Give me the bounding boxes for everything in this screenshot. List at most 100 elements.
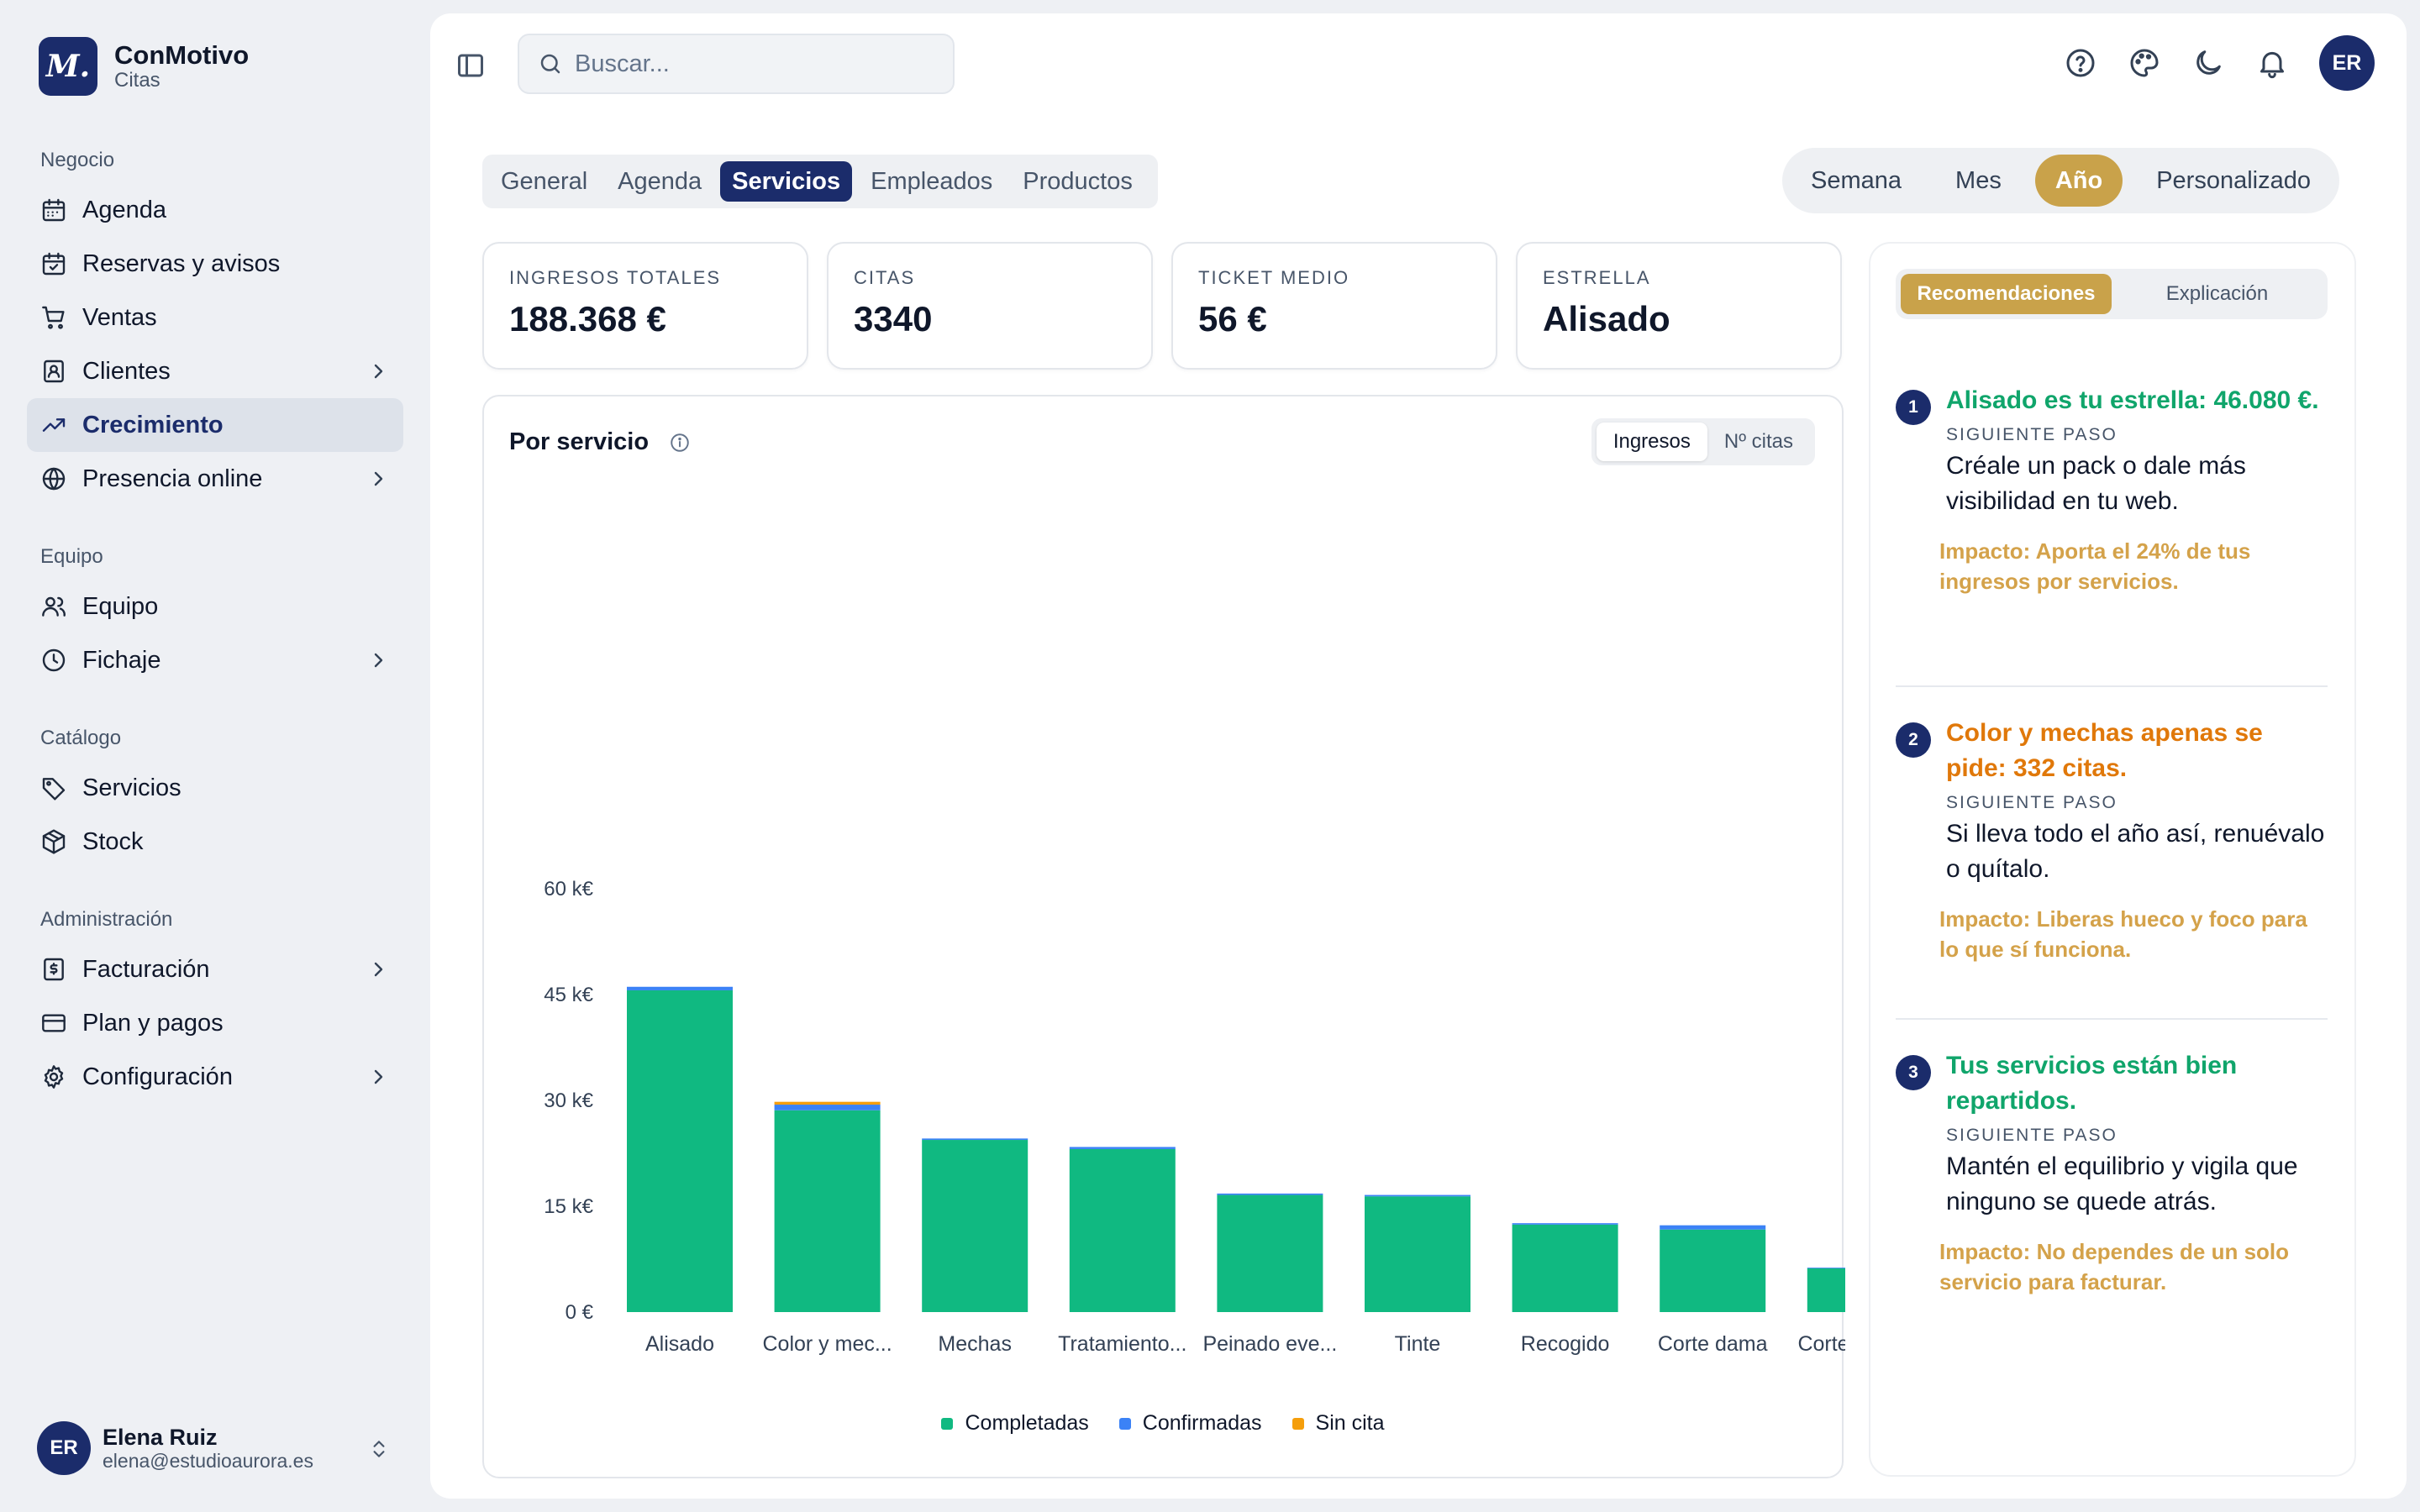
nav-section: Catálogo Servicios Stock — [27, 716, 403, 869]
main-panel: ER General Agenda Servicios Empleados Produc… — [430, 13, 2407, 1499]
tab-agenda[interactable]: Agenda — [618, 168, 702, 195]
metric-option[interactable]: Ingresos — [1596, 423, 1707, 461]
next-step-label: SIGUIENTE PASO — [1946, 1126, 2118, 1145]
sidebar-item-label: Plan y pagos — [82, 1009, 224, 1037]
sidebar-item-fichaje[interactable]: Fichaje — [27, 633, 403, 687]
tab-productos[interactable]: Productos — [1023, 168, 1133, 195]
legend-label: Completadas — [965, 1411, 1089, 1435]
sidebar-item-crecimiento[interactable]: Crecimiento — [27, 398, 403, 452]
sidebar-item-agenda[interactable]: Agenda — [27, 183, 403, 237]
brand-name: ConMotivo — [114, 40, 250, 70]
bar-segment-completadas[interactable] — [627, 990, 733, 1312]
tab-empleados[interactable]: Empleados — [871, 168, 993, 195]
brand-logo: M. — [39, 37, 97, 96]
bar-segment-completadas[interactable] — [1660, 1229, 1766, 1312]
x-tick-label: Mechas — [938, 1332, 1012, 1356]
header-avatar[interactable]: ER — [2319, 35, 2375, 91]
metric-option[interactable]: Nº citas — [1723, 430, 1793, 453]
reco-tab[interactable]: Explicación — [2165, 282, 2269, 305]
bar-segment-confirmadas[interactable] — [1217, 1193, 1323, 1195]
sidebar-item-clientes[interactable]: Clientes — [27, 344, 403, 398]
x-tick-label: Corte cabal... — [1797, 1332, 1845, 1356]
sidebar-item-presencia-online[interactable]: Presencia online — [27, 452, 403, 506]
chart-title-text: Por servicio — [509, 428, 650, 455]
bar-segment-completadas[interactable] — [774, 1110, 881, 1312]
reco-tab[interactable]: Recomendaciones — [1901, 274, 2112, 314]
legend-item[interactable]: Completadas — [941, 1411, 1089, 1436]
recommendation-title: Alisado es tu estrella: 46.080 €. — [1946, 386, 2319, 414]
brand[interactable]: M. ConMotivo Citas — [39, 37, 249, 96]
bell-icon[interactable] — [2255, 46, 2289, 80]
moon-icon[interactable] — [2191, 46, 2225, 80]
kpi-card: TICKET MEDIO 56 € — [1171, 242, 1497, 370]
legend-item[interactable]: Confirmadas — [1118, 1411, 1262, 1436]
bar-segment-confirmadas[interactable] — [774, 1105, 881, 1110]
period-option[interactable]: Mes — [1955, 167, 2002, 194]
sidebar-item-ventas[interactable]: Ventas — [27, 291, 403, 344]
brand-subtitle: Citas — [114, 69, 160, 92]
reco-tabs: Recomendaciones Explicación — [1896, 269, 2328, 319]
period-option[interactable]: Personalizado — [2156, 167, 2311, 194]
nav-section: Equipo Equipo Fichaje — [27, 534, 403, 687]
sidebar-item-reservas-y-avisos[interactable]: Reservas y avisos — [27, 237, 403, 291]
bar-segment-confirmadas[interactable] — [1660, 1225, 1766, 1230]
box-icon — [42, 829, 66, 854]
recommendation-number: 2 — [1896, 722, 1931, 758]
bar-segment-completadas[interactable] — [1807, 1268, 1845, 1312]
bar-segment-completadas[interactable] — [1069, 1148, 1176, 1312]
period-option[interactable]: Año — [2034, 155, 2123, 207]
help-icon[interactable] — [2064, 46, 2097, 80]
chevron-right-icon — [374, 364, 383, 379]
bar-segment-confirmadas[interactable] — [1365, 1194, 1470, 1197]
x-tick-label: Alisado — [645, 1332, 714, 1356]
period-selector: Semana Mes Año Personalizado — [1782, 148, 2339, 213]
recommendation-number: 1 — [1896, 390, 1931, 425]
palette-icon[interactable] — [2128, 46, 2161, 80]
recommendation: 3 Tus servicios están bien repartidos. SIG… — [1896, 1048, 2328, 1297]
info-icon[interactable] — [669, 432, 691, 454]
sidebar-item-facturacion[interactable]: Facturación — [27, 942, 403, 996]
bar-segment-completadas[interactable] — [1365, 1196, 1470, 1312]
sidebar-item-configuracion[interactable]: Configuración — [27, 1050, 403, 1104]
kpi-row: INGRESOS TOTALES 188.368 € CITAS 3340 TICKET… — [482, 242, 1860, 370]
sidebar-item-servicios[interactable]: Servicios — [27, 761, 403, 815]
user-name: Elena Ruiz — [103, 1425, 218, 1450]
user-menu[interactable]: ER Elena Ruiz elena@estudioaurora.es — [37, 1420, 398, 1477]
search-input[interactable] — [575, 50, 928, 78]
tag-icon — [42, 778, 66, 801]
sidebar-toggle-icon[interactable] — [455, 50, 486, 81]
nav-section-heading: Administración — [40, 908, 173, 931]
bar-segment-completadas[interactable] — [1217, 1194, 1323, 1312]
y-tick-label: 30 k€ — [544, 1089, 593, 1112]
search-icon — [540, 54, 560, 74]
tab-servicios[interactable]: Servicios — [720, 161, 853, 202]
impact-text: Impacto: No dependes de un solo servicio… — [1939, 1239, 2290, 1294]
tab-general[interactable]: General — [501, 168, 588, 195]
nav-section-heading: Negocio — [40, 149, 115, 171]
bar-segment-completadas[interactable] — [922, 1140, 1028, 1312]
recommendation: 1 Alisado es tu estrella: 46.080 €. SIGUIE… — [1896, 383, 2328, 596]
clock-icon — [42, 648, 66, 672]
bar-segment-confirmadas[interactable] — [1512, 1223, 1618, 1225]
sidebar-item-label: Fichaje — [82, 646, 161, 674]
bar-segment-confirmadas[interactable] — [922, 1138, 1028, 1141]
bar-segment-completadas[interactable] — [1512, 1224, 1618, 1312]
legend-item[interactable]: Sin cita — [1292, 1411, 1385, 1436]
search-box[interactable] — [518, 34, 955, 94]
chevrons-up-down-icon — [373, 1441, 385, 1457]
sidebar-item-label: Ventas — [82, 303, 157, 331]
trending-up-icon — [42, 418, 66, 432]
chevron-right-icon — [374, 471, 383, 486]
bar-segment-confirmadas[interactable] — [627, 986, 733, 990]
sidebar-item-label: Equipo — [82, 592, 159, 620]
sidebar-item-equipo[interactable]: Equipo — [27, 580, 403, 633]
bar-segment-sin-cita[interactable] — [774, 1101, 881, 1105]
bar-segment-confirmadas[interactable] — [1069, 1147, 1176, 1149]
sidebar-item-label: Presencia online — [82, 465, 263, 492]
sidebar-item-stock[interactable]: Stock — [27, 815, 403, 869]
period-option[interactable]: Semana — [1811, 167, 1902, 194]
bar-chart: 0 € 15 k€ 30 k€ 45 k€ 60 k€ Alisado Color y me… — [544, 878, 1845, 1356]
sidebar-item-plan-y-pagos[interactable]: Plan y pagos — [27, 996, 403, 1050]
nav-section: Administración Facturación Plan y pagos Con… — [27, 897, 403, 1104]
sidebar-item-label: Agenda — [82, 196, 166, 223]
